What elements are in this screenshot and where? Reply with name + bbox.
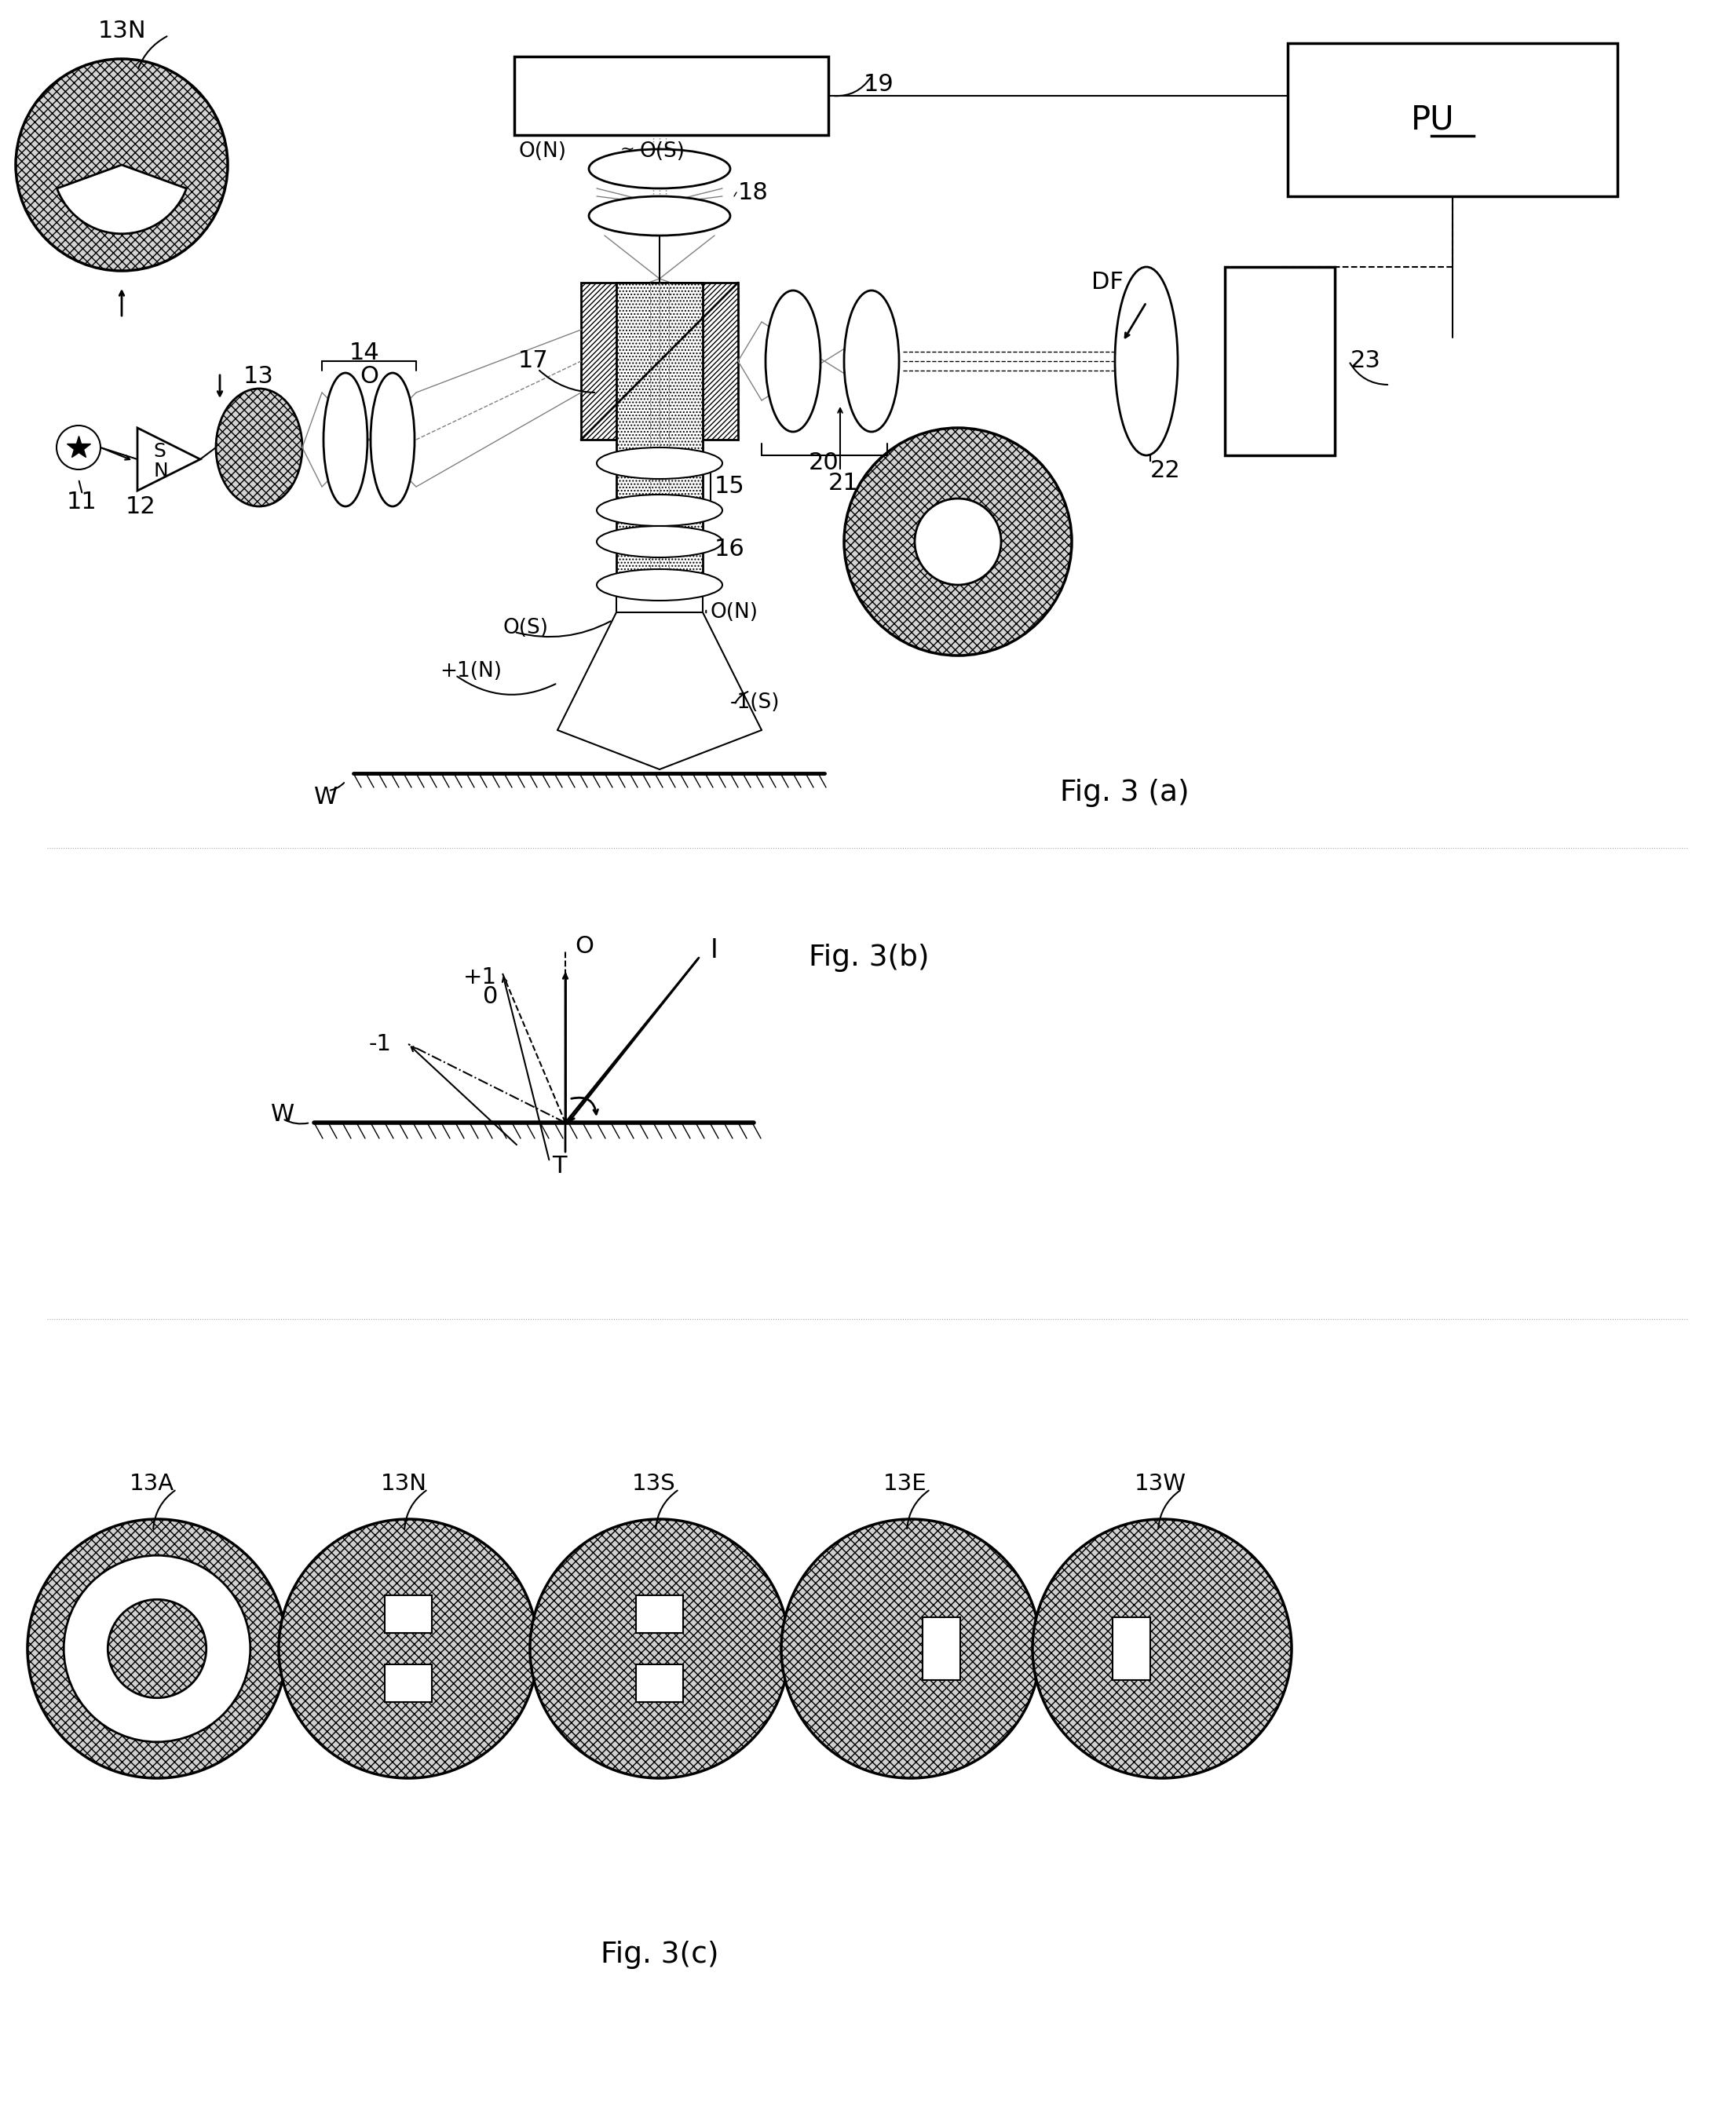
- Text: +1(N): +1(N): [439, 661, 502, 682]
- Ellipse shape: [1115, 267, 1177, 454]
- Ellipse shape: [597, 448, 722, 480]
- Text: 0: 0: [483, 985, 498, 1008]
- Text: 19: 19: [865, 74, 894, 95]
- Text: O(S): O(S): [502, 619, 549, 638]
- Ellipse shape: [323, 372, 368, 507]
- Polygon shape: [137, 427, 200, 490]
- Text: DF: DF: [1092, 271, 1123, 295]
- Ellipse shape: [370, 372, 415, 507]
- Text: 18: 18: [738, 181, 769, 204]
- Text: PU: PU: [1411, 103, 1455, 137]
- Bar: [616, 589, 703, 612]
- Circle shape: [64, 1555, 250, 1742]
- Bar: [922, 1618, 960, 1681]
- Text: Fig. 3(b): Fig. 3(b): [809, 945, 929, 972]
- Circle shape: [1033, 1519, 1292, 1778]
- Bar: [1288, 44, 1618, 196]
- Bar: [385, 1595, 432, 1633]
- Ellipse shape: [589, 149, 731, 189]
- Text: 17: 17: [519, 349, 549, 372]
- Text: 21: 21: [828, 471, 859, 494]
- Text: 13W: 13W: [1135, 1473, 1186, 1494]
- Circle shape: [844, 427, 1071, 656]
- Bar: [514, 57, 828, 135]
- Text: T: T: [552, 1155, 566, 1178]
- Text: 15: 15: [715, 476, 745, 499]
- Circle shape: [108, 1599, 207, 1698]
- Text: O(S): O(S): [641, 141, 686, 162]
- Circle shape: [529, 1519, 790, 1778]
- Circle shape: [16, 59, 227, 271]
- Ellipse shape: [597, 526, 722, 558]
- Text: -1: -1: [370, 1033, 392, 1054]
- Text: Fig. 3(c): Fig. 3(c): [601, 1940, 719, 1969]
- Bar: [635, 1595, 682, 1633]
- Ellipse shape: [597, 570, 722, 600]
- Text: 13N: 13N: [99, 21, 146, 42]
- Bar: [1113, 1618, 1151, 1681]
- Text: O: O: [359, 366, 378, 389]
- Text: O: O: [575, 934, 594, 957]
- Circle shape: [28, 1519, 286, 1778]
- Wedge shape: [57, 164, 186, 234]
- Bar: [616, 282, 703, 589]
- Circle shape: [781, 1519, 1040, 1778]
- Text: W: W: [314, 785, 339, 808]
- Text: O(N): O(N): [710, 602, 759, 623]
- Text: I: I: [710, 936, 719, 964]
- Ellipse shape: [589, 196, 731, 236]
- Text: Fig. 3 (a): Fig. 3 (a): [1061, 778, 1189, 808]
- Text: O(N): O(N): [519, 141, 566, 162]
- Bar: [385, 1664, 432, 1702]
- Ellipse shape: [766, 290, 821, 431]
- Ellipse shape: [597, 494, 722, 526]
- Bar: [582, 282, 738, 440]
- Text: 14: 14: [349, 341, 380, 364]
- Text: W: W: [271, 1102, 295, 1126]
- Text: 16: 16: [715, 539, 745, 562]
- Text: +1: +1: [464, 966, 496, 989]
- Ellipse shape: [215, 389, 302, 507]
- Text: 13S: 13S: [632, 1473, 675, 1494]
- Text: 20: 20: [809, 452, 838, 476]
- Circle shape: [915, 499, 1002, 585]
- Text: S: S: [153, 442, 165, 461]
- Bar: [1226, 267, 1335, 454]
- Text: 13N: 13N: [380, 1473, 427, 1494]
- Text: 12: 12: [125, 494, 156, 518]
- Text: 13E: 13E: [884, 1473, 927, 1494]
- Text: N: N: [153, 461, 168, 480]
- Text: 23: 23: [1351, 349, 1382, 372]
- Text: 22: 22: [1151, 459, 1180, 482]
- Text: 13: 13: [243, 366, 274, 389]
- Ellipse shape: [844, 290, 899, 431]
- Bar: [635, 1664, 682, 1702]
- Text: 13A: 13A: [130, 1473, 174, 1494]
- Text: 11: 11: [66, 490, 97, 513]
- Circle shape: [279, 1519, 538, 1778]
- Text: -1(S): -1(S): [731, 692, 779, 713]
- Text: ~: ~: [620, 141, 635, 158]
